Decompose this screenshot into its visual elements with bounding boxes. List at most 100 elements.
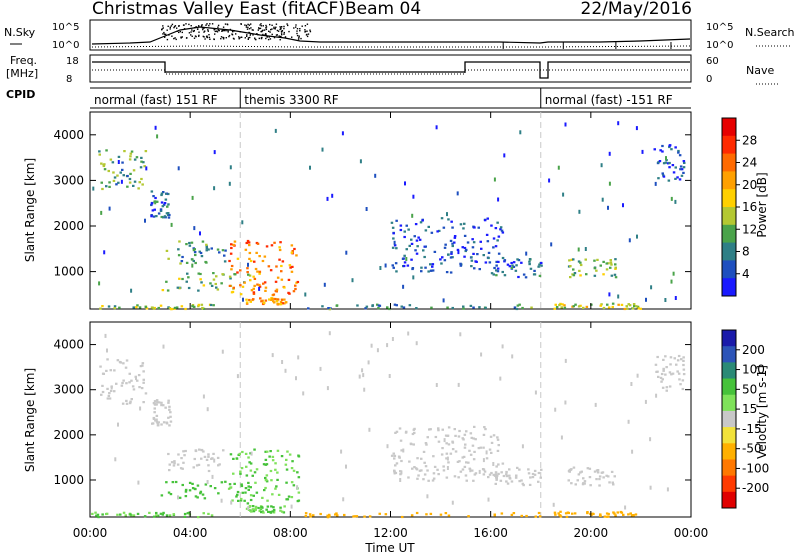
velocity-plot-frame: [89, 321, 692, 518]
data-cell: [391, 246, 395, 249]
data-cell-sparse: [345, 250, 348, 255]
data-cell: [558, 303, 561, 307]
data-cell-sparse: [319, 366, 322, 371]
data-cell: [174, 480, 178, 484]
data-cell: [203, 455, 207, 458]
data-cell: [472, 479, 475, 482]
colorbar-tick-label: -200: [742, 481, 769, 495]
data-cell: [672, 171, 676, 174]
data-cell: [168, 463, 171, 466]
data-cell: [182, 450, 185, 453]
data-cell-sparse: [400, 470, 403, 475]
data-cell: [392, 237, 395, 240]
data-cell-sparse: [393, 470, 396, 475]
data-cell: [106, 387, 109, 390]
data-cell: [109, 389, 113, 392]
noise-scatter-point: [281, 30, 283, 33]
data-cell: [585, 273, 588, 276]
data-cell-sparse: [446, 466, 449, 470]
data-cell-sparse: [670, 196, 673, 201]
data-cell: [201, 240, 205, 243]
noise-scatter-point: [251, 29, 253, 31]
data-cell: [465, 430, 468, 433]
data-cell: [150, 215, 153, 218]
x-tick-label: 08:00: [273, 526, 308, 540]
data-cell-sparse: [241, 220, 244, 225]
data-cell: [682, 373, 686, 376]
data-cell: [207, 455, 210, 458]
data-cell: [193, 251, 197, 254]
noise-scatter-point: [271, 33, 273, 36]
noise-scatter-point: [247, 37, 250, 39]
data-cell: [520, 261, 523, 264]
data-cell: [616, 511, 619, 514]
data-cell: [461, 437, 464, 440]
data-cell-sparse: [342, 497, 345, 502]
data-cell: [599, 513, 602, 516]
data-cell: [280, 510, 284, 513]
data-cell: [363, 515, 366, 518]
data-cell: [261, 496, 264, 499]
data-cell: [568, 468, 572, 472]
data-cell: [162, 216, 165, 219]
data-cell: [285, 498, 288, 501]
data-cell: [473, 267, 476, 270]
data-cell: [191, 487, 195, 490]
data-cell: [453, 236, 457, 239]
data-cell: [555, 306, 559, 309]
data-cell-sparse: [435, 125, 438, 130]
data-cell-sparse: [624, 505, 627, 510]
data-cell: [671, 164, 675, 167]
noise-scatter-point: [309, 30, 312, 33]
data-cell: [224, 249, 227, 252]
data-cell-sparse: [156, 134, 159, 139]
colorbar-segment: [722, 135, 736, 155]
data-cell: [197, 305, 200, 308]
data-cell: [254, 481, 257, 484]
data-cell: [586, 512, 589, 515]
data-cell: [270, 479, 273, 482]
data-cell: [557, 512, 560, 515]
data-cell: [335, 304, 339, 307]
data-cell: [410, 258, 413, 261]
noise-scatter-point: [299, 28, 301, 30]
data-cell-sparse: [304, 292, 307, 297]
noise-scatter-point: [201, 27, 204, 29]
data-cell-sparse: [374, 173, 377, 178]
data-cell-sparse: [137, 480, 140, 485]
data-cell: [100, 393, 103, 396]
data-cell: [465, 461, 468, 464]
x-tick-label: 20:00: [574, 526, 609, 540]
data-cell-sparse: [672, 271, 675, 276]
data-cell: [667, 179, 671, 182]
data-cell: [399, 439, 403, 442]
data-cell: [449, 452, 453, 455]
data-cell: [495, 260, 498, 263]
colorbar-segment: [722, 189, 736, 208]
data-cell: [608, 481, 611, 484]
data-cell: [424, 465, 428, 468]
data-cell: [415, 511, 419, 515]
data-cell: [264, 299, 268, 302]
data-cell: [356, 304, 359, 307]
data-cell: [533, 273, 537, 276]
data-cell: [251, 505, 255, 508]
colorbar-segment: [722, 443, 736, 460]
data-cell: [454, 434, 457, 437]
data-cell: [157, 212, 161, 215]
data-cell-sparse: [457, 382, 460, 387]
noise-scatter-point: [293, 27, 295, 29]
data-cell: [612, 483, 615, 486]
data-cell: [153, 208, 156, 211]
data-cell: [312, 514, 315, 517]
data-cell: [207, 453, 210, 456]
data-cell: [392, 232, 395, 235]
data-cell-sparse: [229, 165, 232, 170]
noise-scatter-point: [262, 25, 264, 27]
data-cell: [479, 240, 482, 243]
data-cell: [589, 484, 592, 487]
data-cell: [124, 514, 127, 517]
noise-scatter-point: [249, 36, 251, 39]
data-cell: [559, 514, 562, 517]
